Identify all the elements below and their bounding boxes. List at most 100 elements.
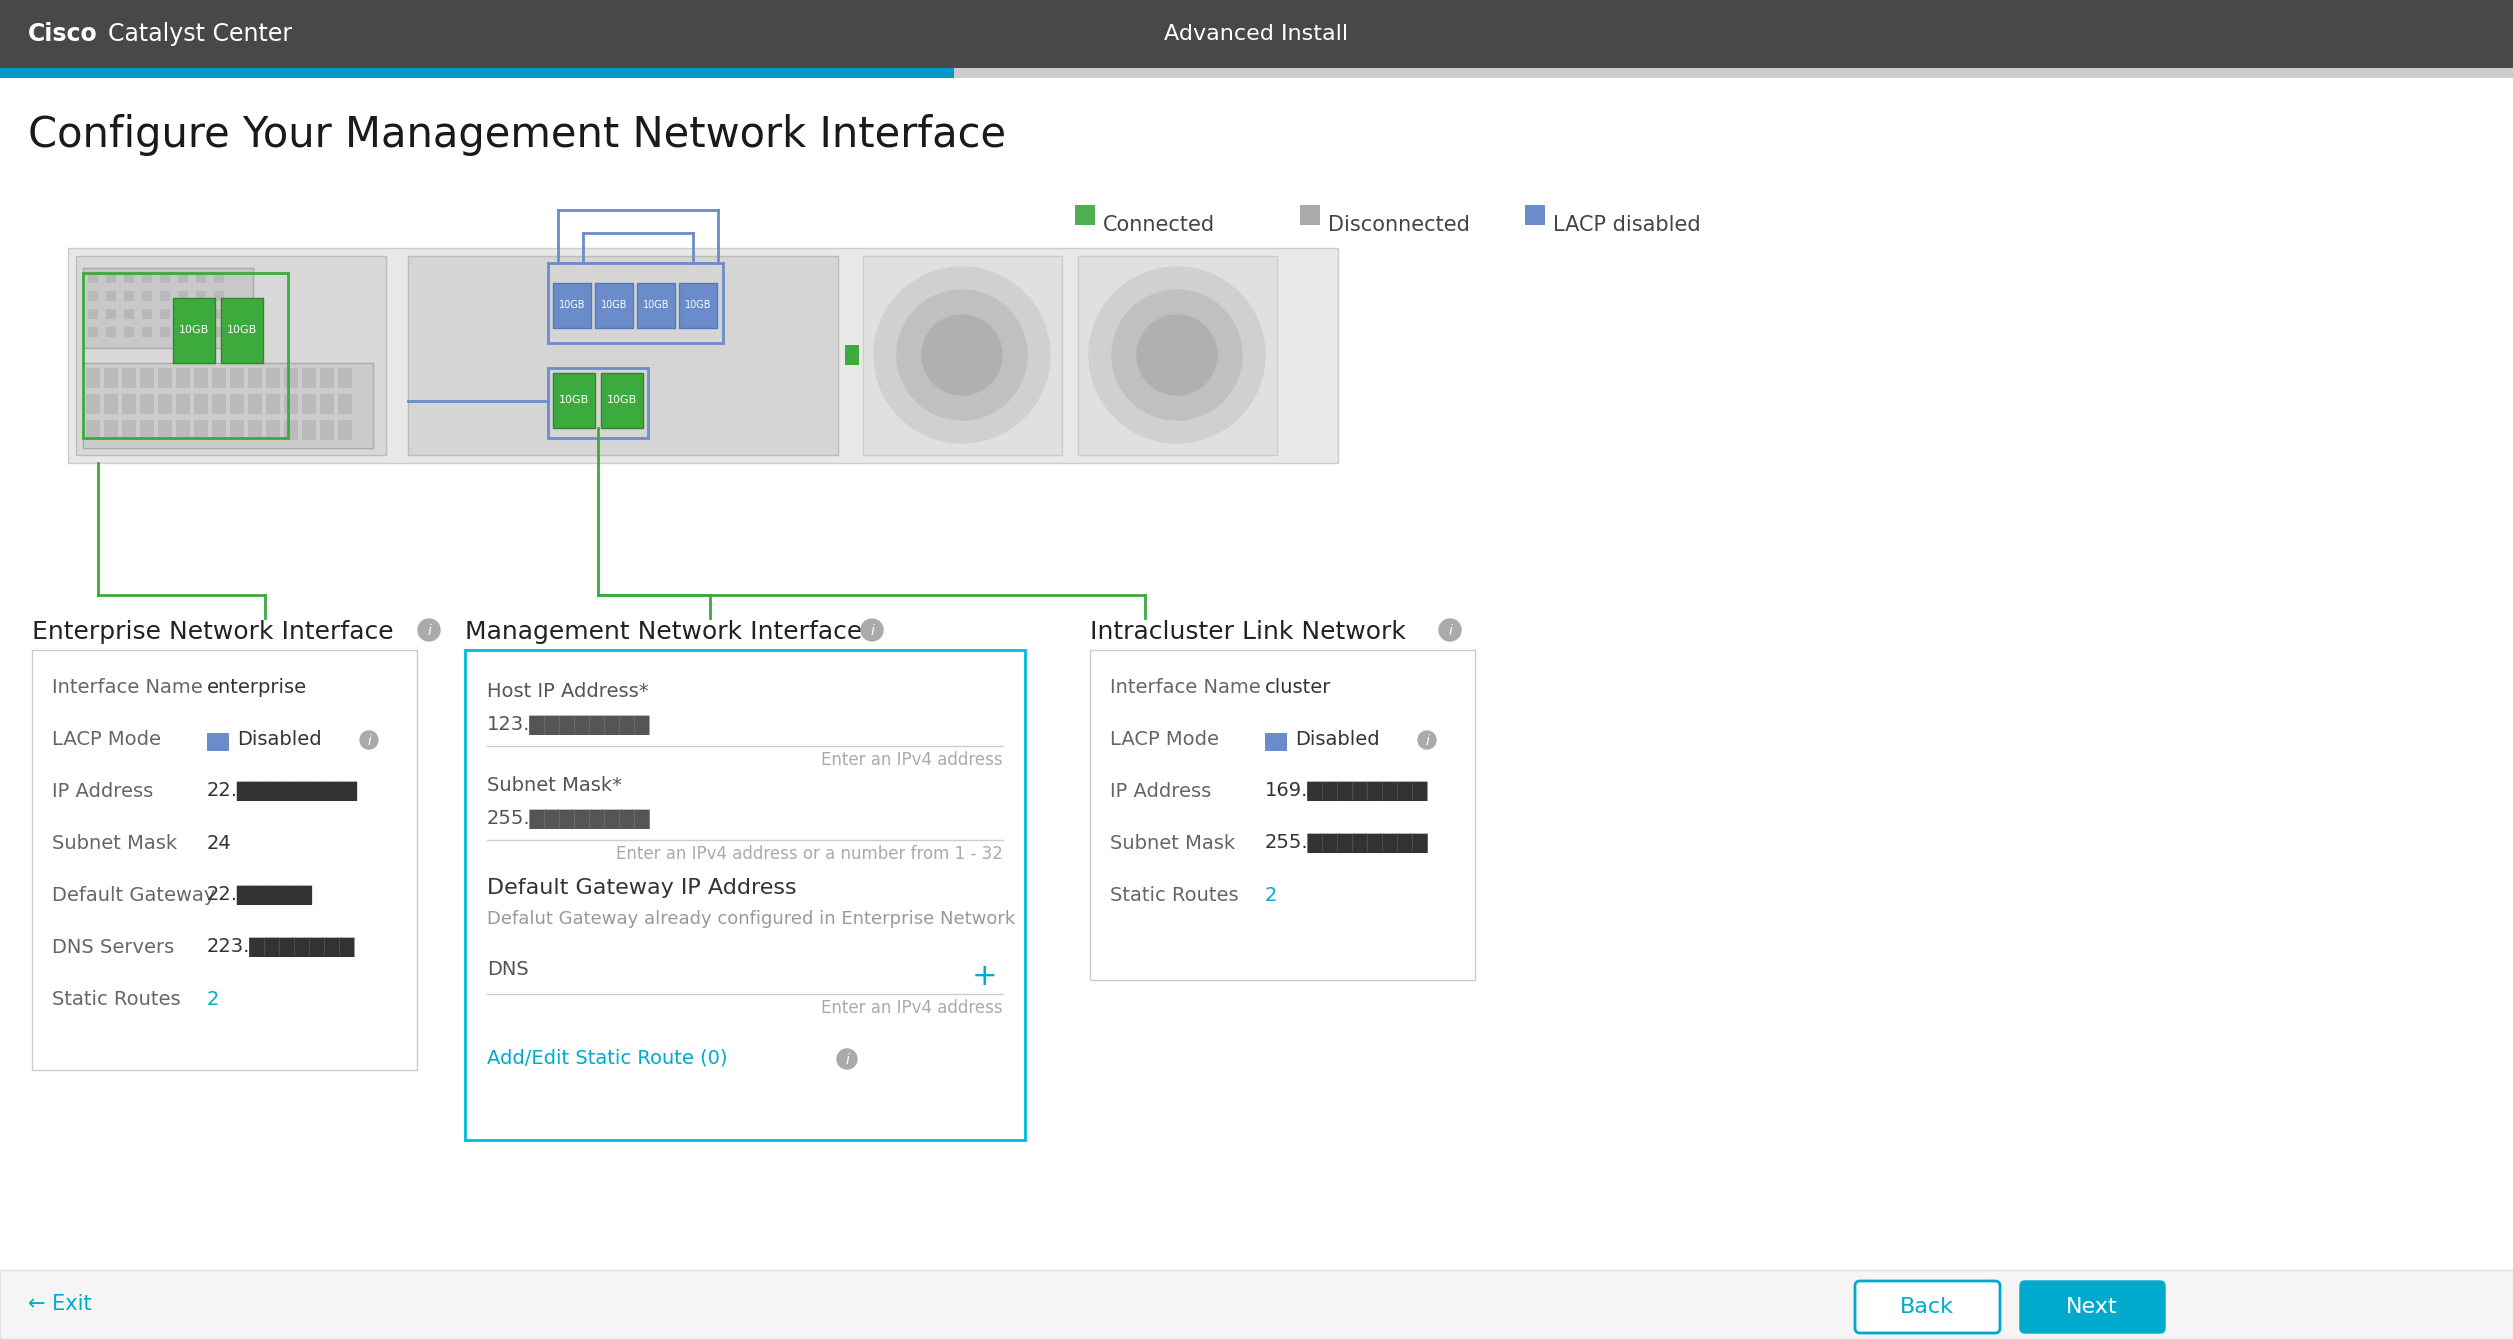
- Bar: [88, 291, 98, 301]
- Bar: [284, 420, 299, 441]
- Bar: [862, 256, 1063, 455]
- Bar: [161, 273, 171, 283]
- Bar: [173, 299, 216, 363]
- Bar: [249, 394, 261, 414]
- Text: Static Routes: Static Routes: [53, 990, 181, 1010]
- Text: Advanced Install: Advanced Install: [1164, 24, 1347, 44]
- Bar: [176, 394, 191, 414]
- Text: 169.████████: 169.████████: [1264, 782, 1427, 801]
- Bar: [161, 309, 171, 319]
- Circle shape: [1136, 315, 1216, 395]
- Bar: [679, 283, 716, 328]
- Text: 22.█████: 22.█████: [206, 886, 314, 905]
- Text: 2: 2: [1264, 886, 1277, 905]
- Bar: [141, 420, 153, 441]
- Bar: [1264, 732, 1287, 751]
- Text: 2: 2: [206, 990, 219, 1010]
- Text: Subnet Mask: Subnet Mask: [1111, 834, 1234, 853]
- Bar: [339, 394, 352, 414]
- Text: 24: 24: [206, 834, 231, 853]
- Text: LACP Mode: LACP Mode: [53, 730, 161, 749]
- Bar: [196, 309, 206, 319]
- Bar: [231, 420, 244, 441]
- Bar: [1299, 205, 1319, 225]
- Text: 22.████████: 22.████████: [206, 782, 357, 801]
- Text: 223.███████: 223.███████: [206, 939, 354, 957]
- Text: Defalut Gateway already configured in Enterprise Network: Defalut Gateway already configured in En…: [488, 911, 1015, 928]
- Bar: [196, 327, 206, 337]
- Text: 10GB: 10GB: [226, 325, 256, 335]
- Circle shape: [1111, 291, 1241, 420]
- Circle shape: [875, 266, 1050, 443]
- Bar: [548, 262, 724, 343]
- Bar: [266, 394, 279, 414]
- Bar: [339, 420, 352, 441]
- Bar: [284, 394, 299, 414]
- Text: 10GB: 10GB: [558, 395, 588, 404]
- Text: Intracluster Link Network: Intracluster Link Network: [1091, 620, 1405, 644]
- Text: enterprise: enterprise: [206, 678, 307, 698]
- Text: Disabled: Disabled: [236, 730, 322, 749]
- Bar: [249, 420, 261, 441]
- Bar: [158, 394, 171, 414]
- Text: Static Routes: Static Routes: [1111, 886, 1239, 905]
- Bar: [284, 368, 299, 388]
- Text: i: i: [869, 624, 875, 637]
- Bar: [141, 368, 153, 388]
- Bar: [302, 368, 317, 388]
- Text: Default Gateway: Default Gateway: [53, 886, 216, 905]
- Bar: [319, 394, 334, 414]
- Bar: [68, 248, 1337, 463]
- Text: Management Network Interface: Management Network Interface: [465, 620, 862, 644]
- Text: Subnet Mask*: Subnet Mask*: [488, 777, 623, 795]
- Text: Default Gateway IP Address: Default Gateway IP Address: [488, 878, 797, 898]
- Bar: [1525, 205, 1545, 225]
- Bar: [143, 327, 151, 337]
- Bar: [75, 256, 387, 455]
- Bar: [141, 394, 153, 414]
- Bar: [103, 368, 118, 388]
- Bar: [302, 394, 317, 414]
- Text: i: i: [427, 624, 430, 637]
- Text: 10GB: 10GB: [601, 300, 628, 311]
- Bar: [844, 345, 859, 366]
- Bar: [596, 283, 633, 328]
- Bar: [339, 368, 352, 388]
- FancyBboxPatch shape: [1855, 1281, 2000, 1334]
- Bar: [123, 420, 136, 441]
- Text: Disabled: Disabled: [1294, 730, 1380, 749]
- Text: LACP disabled: LACP disabled: [1553, 216, 1701, 236]
- Bar: [178, 327, 188, 337]
- Text: i: i: [1425, 734, 1430, 749]
- Text: IP Address: IP Address: [53, 782, 153, 801]
- Bar: [123, 327, 133, 337]
- Text: Enterprise Network Interface: Enterprise Network Interface: [33, 620, 395, 644]
- Bar: [211, 394, 226, 414]
- Bar: [103, 394, 118, 414]
- Text: Enter an IPv4 address: Enter an IPv4 address: [822, 999, 1003, 1018]
- Bar: [601, 374, 643, 428]
- Bar: [266, 368, 279, 388]
- Text: 10GB: 10GB: [558, 300, 586, 311]
- Text: DNS: DNS: [488, 960, 528, 979]
- Text: i: i: [844, 1052, 849, 1067]
- Text: Enter an IPv4 address or a number from 1 - 32: Enter an IPv4 address or a number from 1…: [616, 845, 1003, 864]
- Bar: [1078, 256, 1277, 455]
- Text: LACP Mode: LACP Mode: [1111, 730, 1219, 749]
- Bar: [176, 368, 191, 388]
- Text: Back: Back: [1900, 1297, 1955, 1318]
- Text: ← Exit: ← Exit: [28, 1293, 90, 1314]
- Text: 10GB: 10GB: [178, 325, 209, 335]
- Bar: [83, 268, 254, 348]
- Text: Enter an IPv4 address: Enter an IPv4 address: [822, 751, 1003, 769]
- Bar: [85, 394, 101, 414]
- Bar: [214, 309, 224, 319]
- Bar: [249, 368, 261, 388]
- Bar: [206, 732, 229, 751]
- Bar: [88, 309, 98, 319]
- Bar: [106, 327, 116, 337]
- Circle shape: [417, 619, 440, 641]
- Text: 10GB: 10GB: [684, 300, 711, 311]
- Bar: [106, 273, 116, 283]
- Bar: [1076, 205, 1096, 225]
